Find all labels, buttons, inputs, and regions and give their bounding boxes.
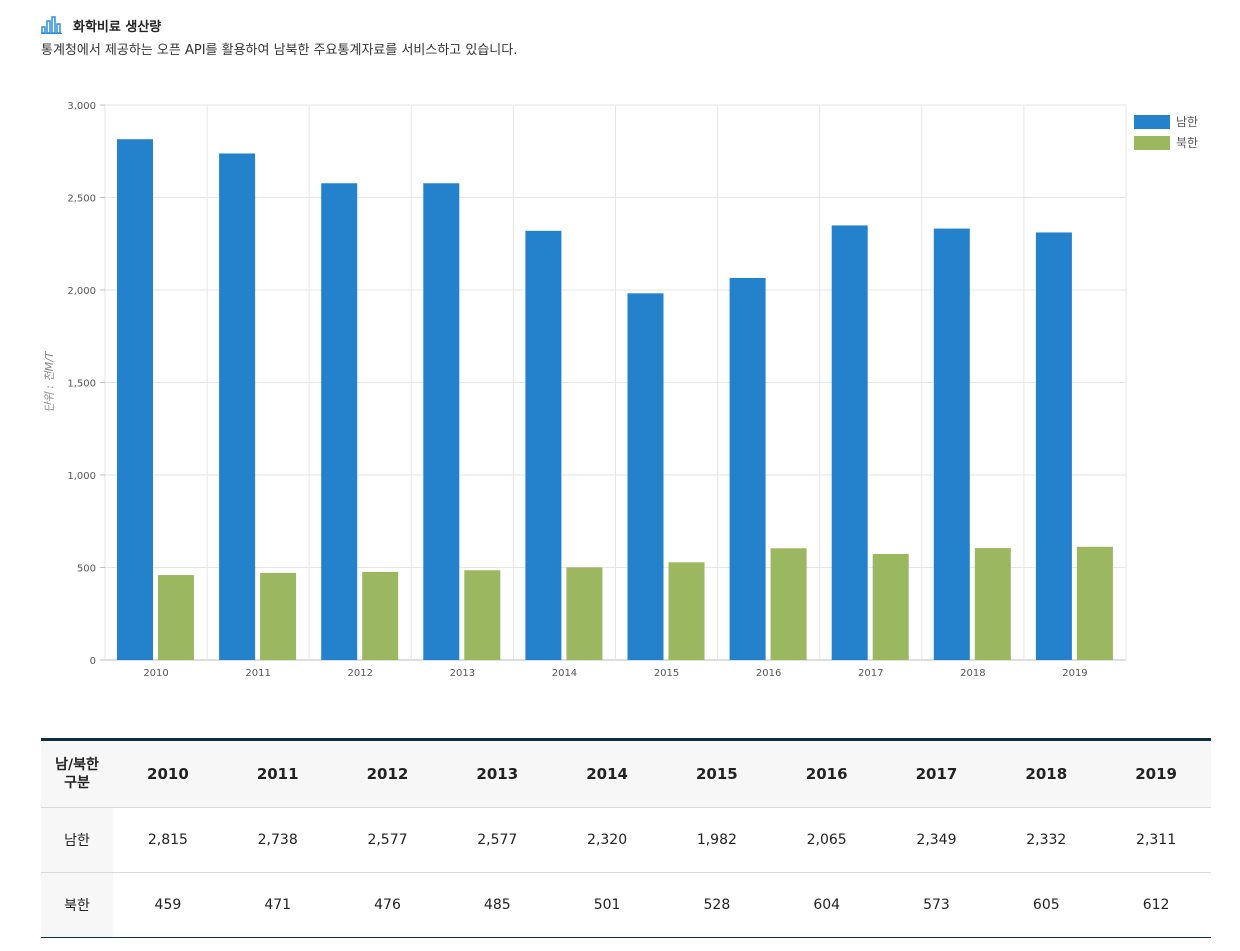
table-cell: 2,815 xyxy=(113,807,223,873)
y-axis-label: 단위 : 천M/T xyxy=(43,350,56,412)
bar-south xyxy=(117,139,153,661)
column-header: 2014 xyxy=(552,739,662,808)
table-cell: 604 xyxy=(771,872,882,938)
bar-chart: 0 500 1,000 1,500 2,000 2,500 3,000 2010 2011 201… xyxy=(43,101,1127,679)
legend-swatch-south xyxy=(1134,114,1170,129)
bar-south xyxy=(933,228,970,660)
table-cell: 612 xyxy=(1101,872,1211,938)
legend-item-south[interactable]: 남한 xyxy=(1134,111,1198,132)
y-tick-label: 0 xyxy=(90,656,96,667)
table-cell: 2,577 xyxy=(332,807,443,873)
y-tick-label: 1,500 xyxy=(67,379,96,390)
x-tick-label: 2011 xyxy=(245,668,270,679)
x-tick-label: 2012 xyxy=(348,668,373,679)
x-tick-label: 2016 xyxy=(756,668,781,679)
x-tick-label: 2014 xyxy=(552,668,577,679)
table-cell: 476 xyxy=(332,872,443,938)
table-cell: 1,982 xyxy=(661,807,772,873)
bar-north xyxy=(872,553,909,660)
y-tick-label: 500 xyxy=(77,564,96,575)
table-cell: 471 xyxy=(222,872,333,938)
page-title: 화학비료 생산량 xyxy=(73,19,162,35)
y-tick-label: 3,000 xyxy=(67,101,96,112)
bar-south xyxy=(219,153,256,660)
bar-north xyxy=(566,567,603,660)
x-tick-label: 2010 xyxy=(143,668,168,679)
table-cell: 501 xyxy=(552,872,662,938)
x-tick-label: 2017 xyxy=(858,668,883,679)
bar-south xyxy=(627,293,664,660)
bar-north xyxy=(974,548,1011,660)
legend-swatch-north xyxy=(1134,135,1170,150)
row-header-north: 북한 xyxy=(41,872,113,938)
column-header: 2012 xyxy=(332,739,443,808)
column-header: 2019 xyxy=(1101,739,1211,808)
table-cell: 2,332 xyxy=(991,807,1102,873)
column-header: 2011 xyxy=(222,739,333,808)
column-header: 2010 xyxy=(113,739,223,808)
title-row: 화학비료 생산량 xyxy=(41,14,517,36)
bar-south xyxy=(831,225,868,660)
corner-label-line1: 남/북한 xyxy=(55,757,99,773)
table-row-south: 남한 2,815 2,738 2,577 2,577 2,320 1,982 2… xyxy=(41,807,1211,873)
bar-south xyxy=(321,183,358,660)
column-header: 2017 xyxy=(881,739,992,808)
x-tick-label: 2019 xyxy=(1062,668,1087,679)
legend-label-north: 북한 xyxy=(1176,136,1199,150)
bar-north xyxy=(464,570,501,660)
table-cell: 2,577 xyxy=(442,807,553,873)
table-cell: 2,738 xyxy=(222,807,333,873)
table-cell: 2,311 xyxy=(1101,807,1211,873)
table-row-north: 북한 459 471 476 485 501 528 604 573 605 6… xyxy=(41,872,1211,938)
x-tick-label: 2013 xyxy=(450,668,475,679)
axes: 0 500 1,000 1,500 2,000 2,500 3,000 2010 2011 201… xyxy=(67,101,1087,679)
table-cell: 485 xyxy=(442,872,553,938)
bar-south xyxy=(1035,232,1072,660)
column-header: 2016 xyxy=(771,739,882,808)
column-header: 2018 xyxy=(991,739,1102,808)
y-tick-label: 1,000 xyxy=(67,471,96,482)
table-corner-header: 남/북한 구분 xyxy=(41,739,113,808)
legend-item-north[interactable]: 북한 xyxy=(1134,132,1198,153)
bar-north xyxy=(260,572,297,660)
legend-label-south: 남한 xyxy=(1176,115,1199,129)
y-tick-label: 2,500 xyxy=(67,194,96,205)
bar-chart-icon xyxy=(41,16,62,34)
y-tick-label: 2,000 xyxy=(67,286,96,297)
bar-south xyxy=(525,230,562,661)
table-cell: 2,320 xyxy=(552,807,662,873)
table-cell: 573 xyxy=(881,872,992,938)
x-tick-label: 2018 xyxy=(960,668,985,679)
table-header-row: 남/북한 구분 2010 2011 2012 2013 2014 2015 20… xyxy=(41,739,1211,808)
bar-north xyxy=(158,575,194,660)
data-table: 남/북한 구분 2010 2011 2012 2013 2014 2015 20… xyxy=(41,738,1211,938)
bar-north xyxy=(668,562,705,660)
bar-north xyxy=(362,571,399,660)
bar-north xyxy=(770,548,807,660)
bars xyxy=(117,139,1113,661)
page-header: 화학비료 생산량 통계청에서 제공하는 오픈 API를 활용하여 남북한 주요통… xyxy=(41,14,517,58)
grid-lines xyxy=(104,104,1127,661)
row-header-south: 남한 xyxy=(41,807,113,873)
corner-label-line2: 구분 xyxy=(64,775,90,791)
table-cell: 459 xyxy=(113,872,223,938)
page-subtitle: 통계청에서 제공하는 오픈 API를 활용하여 남북한 주요통계자료를 서비스하… xyxy=(41,43,518,58)
bar-south xyxy=(729,277,766,660)
bar-south xyxy=(423,183,460,660)
table-cell: 605 xyxy=(991,872,1102,938)
table-cell: 528 xyxy=(661,872,772,938)
chart-legend: 남한 북한 xyxy=(1134,111,1198,153)
bar-north xyxy=(1076,546,1113,660)
table-cell: 2,349 xyxy=(881,807,992,873)
x-tick-label: 2015 xyxy=(654,668,679,679)
table-cell: 2,065 xyxy=(771,807,882,873)
column-header: 2015 xyxy=(661,739,772,808)
column-header: 2013 xyxy=(442,739,553,808)
